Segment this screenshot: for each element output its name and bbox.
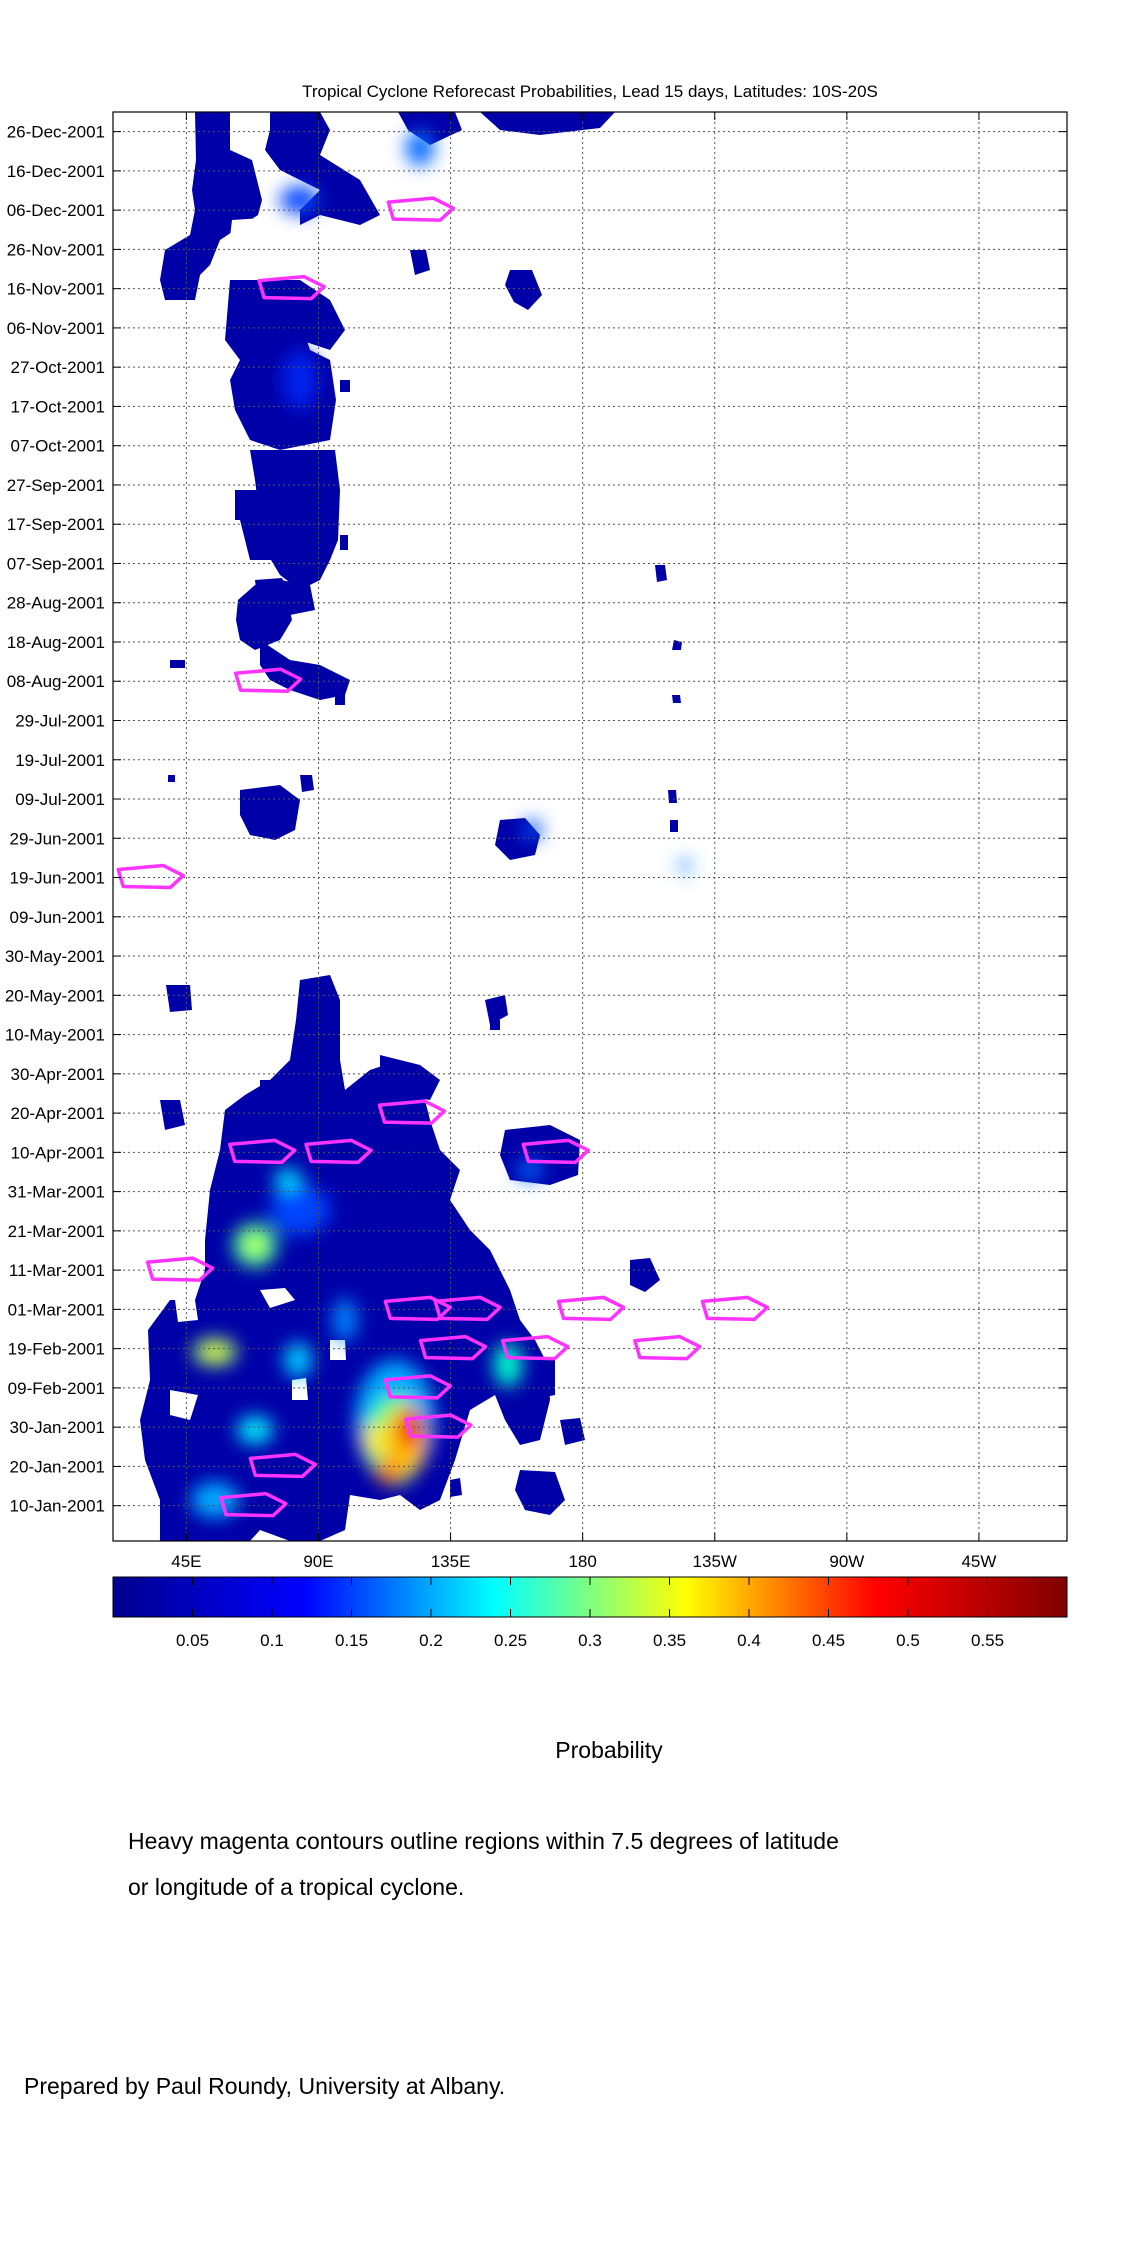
y-tick-label: 09-Jun-2001 — [10, 908, 105, 927]
cyclone-contour — [383, 1374, 453, 1400]
cyclone-contour — [386, 196, 456, 222]
cyclone-contour — [433, 1295, 502, 1322]
y-tick-label: 16-Dec-2001 — [7, 162, 105, 181]
colorbar-tick-label: 0.1 — [260, 1631, 284, 1650]
x-tick-label: 90E — [303, 1552, 333, 1571]
cyclone-contour — [219, 1491, 288, 1518]
cyclone-contour — [383, 1295, 453, 1322]
y-tick-label: 19-Jun-2001 — [10, 869, 105, 888]
grid-lines — [113, 112, 1067, 1541]
cyclone-contour — [556, 1295, 626, 1322]
cyclone-contour — [377, 1099, 447, 1125]
x-tick-label: 90W — [829, 1552, 864, 1571]
x-tick-label: 45E — [171, 1552, 201, 1571]
x-tick-label: 135E — [431, 1552, 471, 1571]
y-tick-label: 06-Dec-2001 — [7, 201, 105, 220]
cyclone-contour — [404, 1413, 473, 1439]
caption-line-1: Heavy magenta contours outline regions w… — [128, 1828, 839, 1854]
y-tick-label: 26-Dec-2001 — [7, 123, 105, 142]
y-tick-label: 07-Sep-2001 — [7, 554, 105, 573]
x-tick-label: 135W — [693, 1552, 737, 1571]
y-tick-label: 20-Jan-2001 — [10, 1457, 105, 1476]
y-tick-label: 20-May-2001 — [5, 986, 105, 1005]
y-tick-label: 28-Aug-2001 — [7, 594, 105, 613]
y-tick-label: 06-Nov-2001 — [7, 319, 105, 338]
cyclone-contour — [233, 667, 303, 693]
chart-title: Tropical Cyclone Reforecast Probabilitie… — [302, 82, 878, 101]
y-tick-label: 27-Oct-2001 — [11, 358, 106, 377]
cyclone-contour — [700, 1295, 770, 1322]
y-tick-label: 21-Mar-2001 — [8, 1222, 105, 1241]
y-tick-label: 01-Mar-2001 — [8, 1300, 105, 1319]
cyclone-contour — [116, 863, 185, 890]
colorbar-tick-label: 0.35 — [653, 1631, 686, 1650]
y-tick-label: 10-May-2001 — [5, 1026, 105, 1045]
colorbar-tick-label: 0.2 — [419, 1631, 443, 1650]
y-tick-label: 30-May-2001 — [5, 947, 105, 966]
y-tick-label: 29-Jul-2001 — [15, 712, 105, 731]
y-tick-label: 09-Feb-2001 — [8, 1379, 105, 1398]
y-tick-label: 08-Aug-2001 — [7, 672, 105, 691]
caption-line-2: or longitude of a tropical cyclone. — [128, 1874, 465, 1900]
colorbar-tick-label: 0.25 — [494, 1631, 527, 1650]
cyclone-contour — [257, 274, 326, 301]
cyclone-contour — [501, 1334, 570, 1361]
y-tick-label: 10-Jan-2001 — [10, 1497, 105, 1516]
caption-note: Heavy magenta contours outline regions w… — [128, 1818, 839, 1910]
cyclone-contour — [248, 1452, 318, 1479]
y-tick-label: 26-Nov-2001 — [7, 240, 105, 259]
cyclone-contour — [521, 1138, 591, 1165]
cyclone-contour — [228, 1138, 297, 1165]
x-tick-label: 180 — [568, 1552, 596, 1571]
colorbar-tick-label: 0.15 — [335, 1631, 368, 1650]
y-tick-label: 27-Sep-2001 — [7, 476, 105, 495]
y-tick-label: 30-Jan-2001 — [10, 1418, 105, 1437]
y-tick-label: 10-Apr-2001 — [10, 1143, 105, 1162]
y-tick-label: 09-Jul-2001 — [15, 790, 105, 809]
y-tick-label: 16-Nov-2001 — [7, 280, 105, 299]
x-axis: 45E 90E 135E 180 135W 90W 45W — [171, 112, 996, 1571]
y-tick-label: 07-Oct-2001 — [11, 437, 106, 456]
credit-line: Prepared by Paul Roundy, University at A… — [24, 2073, 506, 2099]
y-tick-label: 20-Apr-2001 — [10, 1104, 105, 1123]
y-tick-label: 11-Mar-2001 — [9, 1261, 105, 1280]
colorbar-tick-label: 0.3 — [578, 1631, 602, 1650]
colorbar-tick-label: 0.55 — [971, 1631, 1004, 1650]
plot-frame — [112, 111, 1068, 1542]
x-tick-label: 45W — [961, 1552, 996, 1571]
cyclone-contour — [633, 1334, 702, 1361]
y-tick-label: 29-Jun-2001 — [10, 829, 105, 848]
probability-field — [140, 112, 691, 1541]
colorbar-tick-label: 0.5 — [896, 1631, 920, 1650]
y-tick-label: 17-Oct-2001 — [11, 397, 106, 416]
colorbar-label: Probability — [555, 1737, 663, 1763]
y-tick-label: 31-Mar-2001 — [8, 1183, 105, 1202]
y-tick-label: 19-Feb-2001 — [8, 1340, 105, 1359]
colorbar-tick-label: 0.4 — [737, 1631, 761, 1650]
y-tick-label: 19-Jul-2001 — [15, 751, 105, 770]
cyclone-contour — [145, 1256, 215, 1282]
cyclone-contour — [304, 1138, 373, 1165]
colorbar-ticks: 0.05 0.1 0.15 0.2 0.25 0.3 0.35 0.4 0.45 0.5 0.55 — [176, 1577, 1004, 1650]
cyclone-contour — [418, 1334, 488, 1361]
y-tick-label: 30-Apr-2001 — [10, 1065, 105, 1084]
y-tick-label: 18-Aug-2001 — [7, 633, 105, 652]
y-axis: 26-Dec-2001 16-Dec-2001 06-Dec-2001 26-Nov-… — [5, 123, 1067, 1516]
cyclone-contours — [116, 196, 770, 1518]
colorbar-tick-label: 0.05 — [176, 1631, 209, 1650]
colorbar-tick-label: 0.45 — [812, 1631, 845, 1650]
y-tick-label: 17-Sep-2001 — [7, 515, 105, 534]
